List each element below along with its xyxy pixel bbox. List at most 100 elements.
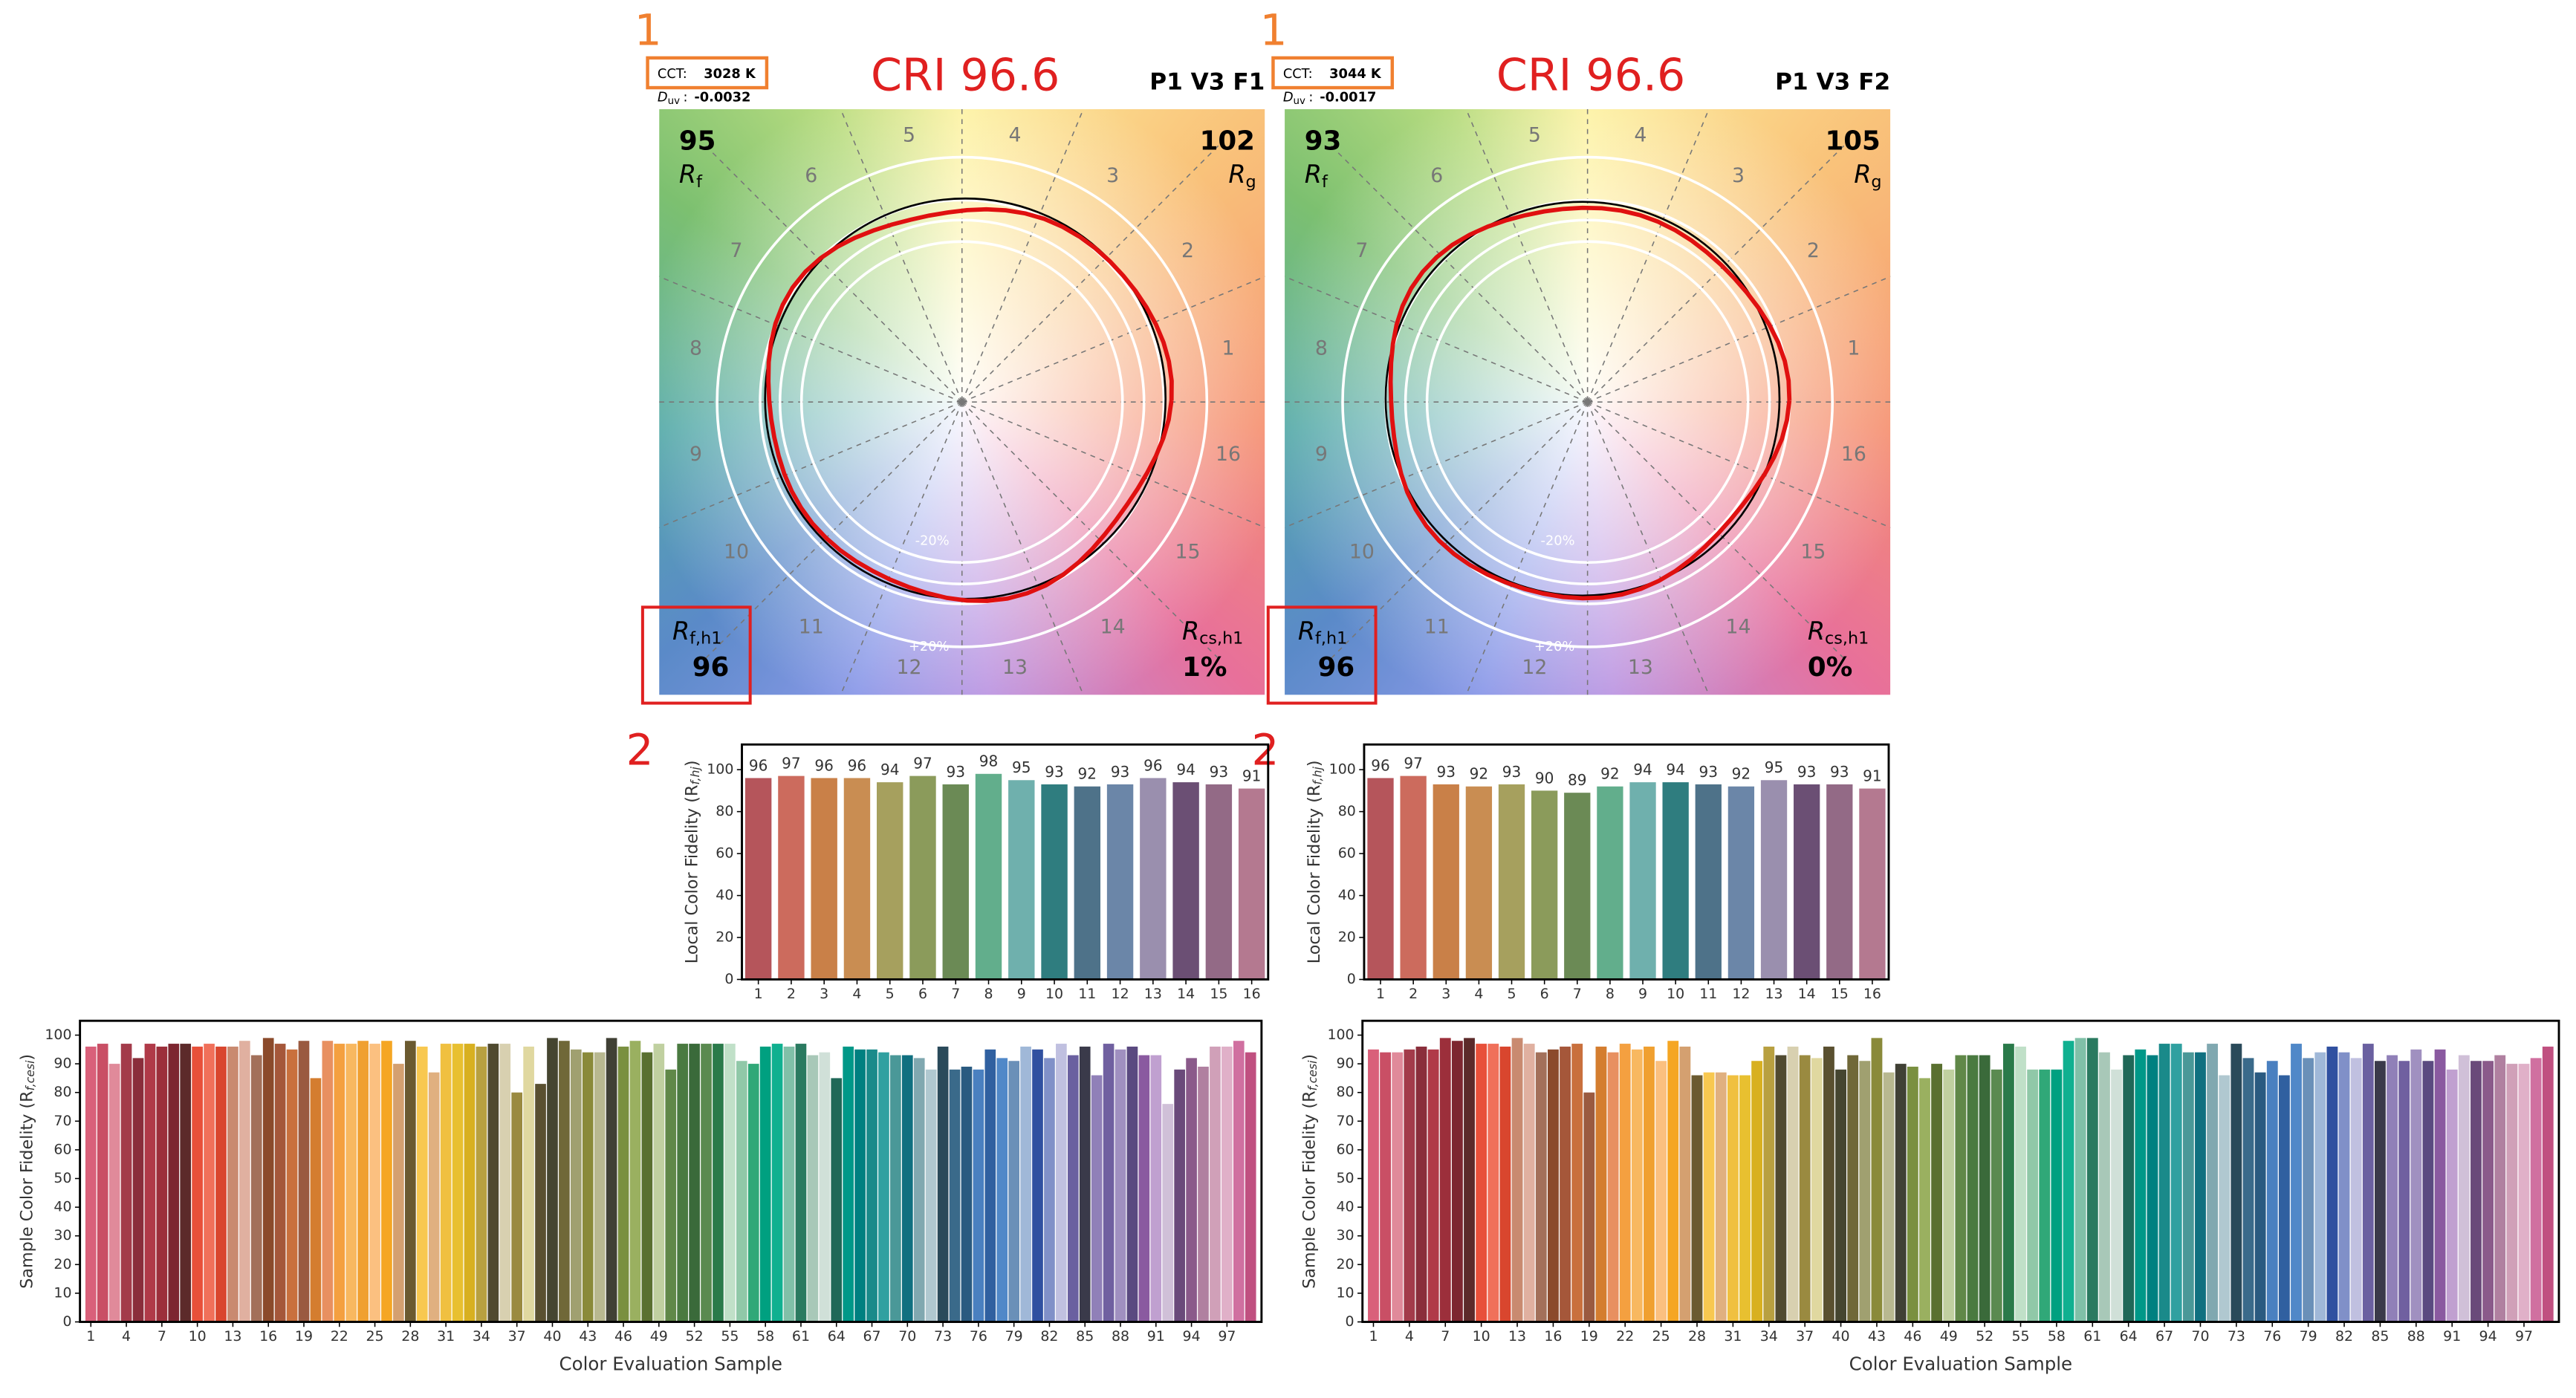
y-tick-label: 40 bbox=[1338, 887, 1356, 903]
x-tick-label: 31 bbox=[437, 1328, 455, 1345]
cri-title: CRI 96.6 bbox=[871, 49, 1060, 101]
bar bbox=[1487, 1044, 1499, 1322]
text-part: f,cesi bbox=[23, 1060, 36, 1090]
text-part: g bbox=[1871, 172, 1881, 191]
x-tick-label: 2 bbox=[1409, 986, 1418, 1002]
x-tick-label: 15 bbox=[1831, 986, 1849, 1002]
text-part: R bbox=[1808, 616, 1825, 645]
x-tick-label: 49 bbox=[1940, 1328, 1958, 1345]
bar bbox=[180, 1044, 192, 1322]
x-tick-label: 64 bbox=[828, 1328, 846, 1345]
x-tick-label: 10 bbox=[1473, 1328, 1490, 1345]
bar bbox=[747, 1064, 759, 1322]
bar bbox=[1895, 1064, 1907, 1322]
bar bbox=[120, 1044, 132, 1322]
bar bbox=[2266, 1061, 2278, 1322]
text-part: cs,h1 bbox=[1825, 628, 1869, 648]
text-part: g bbox=[1246, 172, 1256, 191]
ring bbox=[716, 155, 1209, 648]
bar bbox=[877, 782, 903, 980]
x-tick-label: 25 bbox=[366, 1328, 384, 1345]
y-tick-label: 0 bbox=[1346, 1313, 1354, 1330]
hue-number: 1 bbox=[1222, 337, 1234, 360]
bar bbox=[428, 1072, 440, 1322]
ring bbox=[759, 198, 1166, 605]
bar bbox=[1571, 1044, 1583, 1322]
bar bbox=[2434, 1049, 2446, 1322]
panel-name: P1 V3 F1 bbox=[1149, 68, 1265, 95]
ring-label: -20% bbox=[1541, 533, 1575, 548]
value-label: 93 bbox=[1502, 763, 1522, 781]
bar bbox=[1368, 1049, 1379, 1322]
bar bbox=[345, 1044, 357, 1322]
x-tick-label: 11 bbox=[1078, 986, 1096, 1002]
bar bbox=[1451, 1041, 1463, 1322]
y-tick-label: 60 bbox=[716, 845, 733, 862]
text-part: ) bbox=[1305, 760, 1324, 767]
x-tick-label: 85 bbox=[1076, 1328, 1094, 1345]
hue-number: 12 bbox=[1522, 656, 1547, 679]
bar bbox=[1079, 1046, 1091, 1322]
bar bbox=[2158, 1044, 2170, 1322]
bar bbox=[1498, 784, 1525, 980]
text-part: R bbox=[1305, 160, 1322, 189]
x-tick-label: 88 bbox=[1112, 1328, 1129, 1345]
bar bbox=[2063, 1041, 2074, 1322]
bar bbox=[1760, 780, 1788, 980]
bar bbox=[1703, 1072, 1715, 1322]
bar bbox=[2219, 1075, 2231, 1322]
x-tick-label: 11 bbox=[1699, 986, 1717, 1002]
rfh1-label: Rf,h1 bbox=[672, 616, 721, 648]
y-tick-label: 20 bbox=[1338, 929, 1356, 946]
value-label: 96 bbox=[1143, 756, 1163, 774]
bar bbox=[1955, 1055, 1967, 1322]
hue-number: 14 bbox=[1726, 615, 1751, 638]
cct-label: CCT: bbox=[1283, 66, 1313, 82]
text-part: R bbox=[672, 616, 690, 645]
bar bbox=[831, 1078, 843, 1322]
value-label: 92 bbox=[1732, 765, 1751, 783]
cct-value: 3044 K bbox=[1329, 66, 1382, 82]
plot-frame bbox=[79, 1019, 1263, 1323]
x-tick-label: 97 bbox=[2515, 1328, 2533, 1345]
x-tick-label: 13 bbox=[1144, 986, 1162, 1002]
x-tick-label: 5 bbox=[1507, 986, 1516, 1002]
value-label: 98 bbox=[979, 752, 999, 770]
bar bbox=[547, 1038, 558, 1322]
center-cross: + bbox=[955, 392, 969, 412]
ring bbox=[1425, 240, 1750, 565]
value-label: 93 bbox=[1111, 763, 1130, 781]
bar bbox=[1210, 1046, 1221, 1322]
x-tick-label: 10 bbox=[1045, 986, 1063, 1002]
value-label: 91 bbox=[1242, 767, 1262, 784]
hue-number: 6 bbox=[1430, 164, 1443, 187]
text-part: Sample Color Fidelity (R bbox=[17, 1090, 36, 1289]
value-label: 97 bbox=[913, 755, 932, 773]
bar bbox=[1535, 1052, 1547, 1322]
value-label: 91 bbox=[1863, 767, 1881, 784]
bar bbox=[1564, 793, 1591, 980]
bar bbox=[2291, 1044, 2302, 1322]
x-tick-label: 3 bbox=[820, 986, 828, 1002]
bar bbox=[535, 1084, 546, 1322]
x-tick-label: 13 bbox=[224, 1328, 241, 1345]
x-tick-label: 4 bbox=[1405, 1328, 1414, 1345]
bar bbox=[1464, 1038, 1475, 1322]
bar bbox=[1074, 786, 1101, 980]
ring bbox=[1404, 218, 1771, 585]
x-tick-label: 40 bbox=[543, 1328, 561, 1345]
bar bbox=[2039, 1069, 2051, 1322]
bar bbox=[617, 1046, 629, 1322]
bar bbox=[1115, 1049, 1126, 1322]
bar bbox=[274, 1044, 286, 1322]
y-tick-label: 50 bbox=[1337, 1170, 1354, 1186]
hue-number: 16 bbox=[1841, 443, 1866, 466]
x-tick-label: 16 bbox=[1243, 986, 1261, 1002]
text-part: f,hj bbox=[1311, 767, 1324, 785]
bar bbox=[1008, 1061, 1019, 1322]
hue-number: 2 bbox=[1807, 239, 1820, 262]
bar bbox=[689, 1044, 700, 1322]
value-label: 90 bbox=[1535, 769, 1554, 787]
value-label: 92 bbox=[1470, 765, 1489, 783]
x-tick-label: 37 bbox=[508, 1328, 526, 1345]
